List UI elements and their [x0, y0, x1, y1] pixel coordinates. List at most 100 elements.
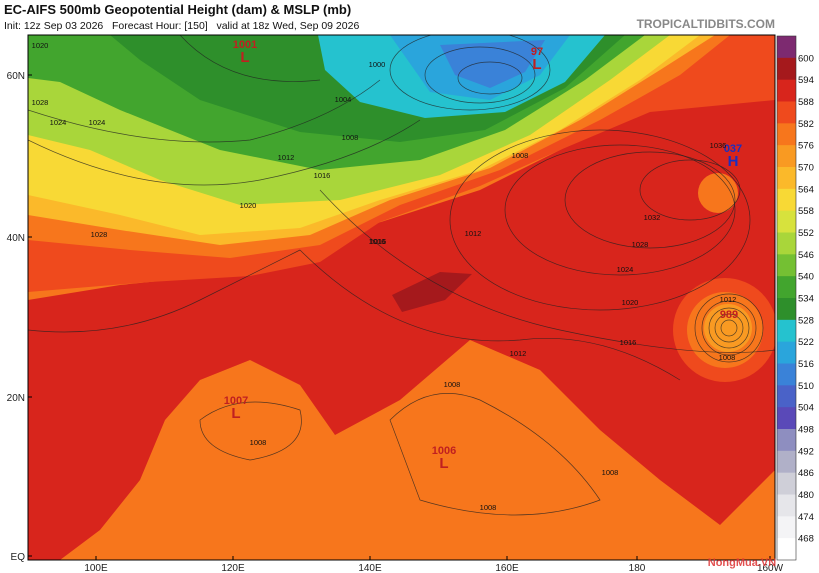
colorbar-swatch [777, 385, 796, 408]
colorbar-label: 582 [798, 119, 814, 130]
colorbar-swatch [777, 319, 796, 343]
isobar-label: 1008 [719, 353, 736, 362]
isobar-label: 1024 [617, 265, 634, 274]
colorbar-swatch [777, 276, 796, 299]
center-value: 037 [724, 143, 742, 155]
colorbar-label: 594 [798, 75, 814, 86]
isobar-label: 1012 [465, 229, 482, 238]
site: TROPICALTIDBITS.COM [637, 17, 775, 31]
isobar-label: 1012 [510, 349, 527, 358]
center-value: 1001 [233, 39, 257, 51]
lon-label: 120E [221, 563, 245, 573]
isobars [28, 35, 775, 516]
center-value: 97 [531, 46, 543, 58]
colorbar-swatch [777, 79, 796, 102]
colorbar-label: 516 [798, 359, 814, 370]
isobar-label: 1032 [644, 213, 661, 222]
colorbar-label: 468 [798, 534, 814, 545]
isobar-label: 1036 [710, 141, 727, 150]
colorbar-swatch [777, 341, 796, 364]
lon-label: 180 [629, 563, 646, 573]
colorbar-label: 546 [798, 250, 814, 261]
colorbar-swatch [777, 516, 796, 539]
isobar-label: 1016 [620, 338, 637, 347]
isobar-label: 1016 [369, 237, 386, 246]
colorbar-label: 558 [798, 206, 814, 217]
lon-label: 160W [757, 563, 784, 573]
colorbar-label: 552 [798, 228, 814, 239]
isobar-label: 1016 [314, 171, 331, 180]
colorbar-label: 576 [798, 141, 814, 152]
isobar-label: 1016 [370, 237, 387, 246]
colorbar-swatch [777, 298, 796, 321]
colorbar-swatch [777, 254, 796, 277]
isobar-label: 1028 [632, 240, 649, 249]
isobar-label: 1008 [250, 438, 267, 447]
colorbar-swatch [777, 188, 796, 212]
lon-label: 100E [84, 563, 108, 573]
colorbar-swatch [777, 167, 796, 190]
center-value: 989 [720, 309, 738, 321]
colorbar-swatch [777, 472, 796, 495]
isobar-label: 1028 [91, 230, 108, 239]
colorbar-label: 540 [798, 272, 814, 283]
center-letter: L [231, 405, 240, 422]
lat-label: EQ [11, 552, 26, 563]
isobar-label: 1008 [602, 468, 619, 477]
center-value: 1006 [432, 445, 456, 457]
isobar-label: 1028 [32, 98, 49, 107]
colorbar-label: 600 [798, 53, 814, 64]
lat-label: 60N [7, 71, 25, 82]
isobar-label: 1004 [335, 95, 352, 104]
isobar-label: 1008 [512, 151, 529, 160]
colorbar-swatch [777, 363, 796, 386]
isobar-label: 1020 [32, 41, 49, 50]
colorbar-label: 528 [798, 315, 814, 326]
colorbar-swatch [777, 407, 796, 430]
center-letter: H [728, 153, 739, 170]
isobar-label: 1020 [622, 298, 639, 307]
isobar-label: 1024 [50, 118, 67, 127]
title: EC-AIFS 500mb Geopotential Height (dam) … [4, 2, 351, 17]
subtitle: Init: 12z Sep 03 2026 Forecast Hour: [15… [4, 20, 359, 32]
colorbar-frame [776, 35, 797, 561]
colorbar-swatch [777, 36, 796, 59]
lat-label: 20N [7, 393, 25, 404]
isobar-label: 1020 [240, 201, 257, 210]
colorbar-swatch [777, 101, 796, 124]
map-fill [28, 35, 775, 560]
center-letter: L [439, 455, 448, 472]
colorbar-label: 588 [798, 97, 814, 108]
center-letter: L [532, 56, 541, 73]
colorbar-swatch [777, 210, 796, 233]
center-value: 1007 [224, 395, 248, 407]
lat-label: 40N [7, 233, 25, 244]
colorbar-swatch [777, 429, 796, 452]
isobar-label: 1024 [89, 118, 106, 127]
colorbar-label: 474 [798, 512, 814, 523]
colorbar-label: 486 [798, 468, 814, 479]
colorbar-label: 570 [798, 163, 814, 174]
isobar-label: 1000 [369, 60, 386, 69]
colorbar-swatch [777, 494, 796, 517]
colorbar-swatch [777, 232, 796, 255]
lon-label: 160E [495, 563, 519, 573]
isobar-label: 1008 [444, 380, 461, 389]
colorbar-label: 534 [798, 294, 814, 305]
center-letter: L [240, 49, 249, 66]
colorbar-swatch [777, 57, 796, 81]
watermark: NongMua.VN [708, 557, 776, 569]
colorbar-swatch [777, 123, 796, 146]
lon-label: 140E [358, 563, 382, 573]
colorbar-label: 522 [798, 337, 814, 348]
colorbar-swatch [777, 538, 796, 561]
map-frame [27, 34, 776, 561]
colorbar-label: 480 [798, 490, 814, 501]
colorbar-label: 498 [798, 425, 814, 436]
colorbar-label: 492 [798, 446, 814, 457]
colorbar-swatch [777, 450, 796, 474]
colorbar-label: 564 [798, 184, 814, 195]
isobar-label: 1008 [342, 133, 359, 142]
isobar-label: 1012 [278, 153, 295, 162]
